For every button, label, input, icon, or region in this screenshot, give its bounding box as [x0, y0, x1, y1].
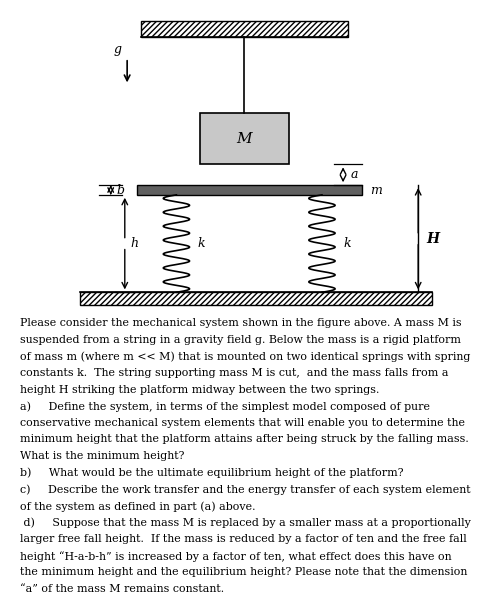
Text: Please consider the mechanical system shown in the figure above. A mass M is: Please consider the mechanical system sh… [20, 318, 460, 328]
Text: k: k [197, 237, 205, 250]
Text: m: m [369, 183, 382, 197]
Text: d)     Suppose that the mass M is replaced by a smaller mass at a proportionally: d) Suppose that the mass M is replaced b… [20, 518, 469, 528]
Bar [200, 113, 288, 164]
Text: What is the minimum height?: What is the minimum height? [20, 451, 183, 461]
Text: b)     What would be the ultimate equilibrium height of the platform?: b) What would be the ultimate equilibriu… [20, 468, 403, 478]
Bar [136, 185, 361, 195]
Text: k: k [343, 237, 350, 250]
Text: a: a [349, 168, 357, 181]
Text: constants k.  The string supporting mass M is cut,  and the mass falls from a: constants k. The string supporting mass … [20, 368, 447, 378]
Text: height H striking the platform midway between the two springs.: height H striking the platform midway be… [20, 384, 378, 395]
Text: of the system as defined in part (a) above.: of the system as defined in part (a) abo… [20, 501, 255, 512]
Text: height “H-a-b-h” is increased by a factor of ten, what effect does this have on: height “H-a-b-h” is increased by a facto… [20, 551, 450, 561]
Text: H: H [426, 232, 439, 245]
Text: larger free fall height.  If the mass is reduced by a factor of ten and the free: larger free fall height. If the mass is … [20, 534, 466, 544]
Bar [80, 292, 431, 304]
Text: h: h [130, 237, 138, 250]
Text: of mass m (where m << M) that is mounted on two identical springs with spring: of mass m (where m << M) that is mounted… [20, 351, 469, 362]
Text: conservative mechanical system elements that will enable you to determine the: conservative mechanical system elements … [20, 418, 464, 428]
Text: suspended from a string in a gravity field g. Below the mass is a rigid platform: suspended from a string in a gravity fie… [20, 335, 460, 345]
Bar [141, 21, 347, 37]
Text: g: g [114, 43, 122, 57]
Text: the minimum height and the equilibrium height? Please note that the dimension: the minimum height and the equilibrium h… [20, 568, 466, 577]
Text: “a” of the mass M remains constant.: “a” of the mass M remains constant. [20, 584, 223, 594]
Text: M: M [236, 132, 252, 146]
Text: a)     Define the system, in terms of the simplest model composed of pure: a) Define the system, in terms of the si… [20, 401, 428, 412]
Text: b: b [116, 183, 124, 197]
Text: c)     Describe the work transfer and the energy transfer of each system element: c) Describe the work transfer and the en… [20, 484, 469, 495]
Text: minimum height that the platform attains after being struck by the falling mass.: minimum height that the platform attains… [20, 434, 468, 445]
